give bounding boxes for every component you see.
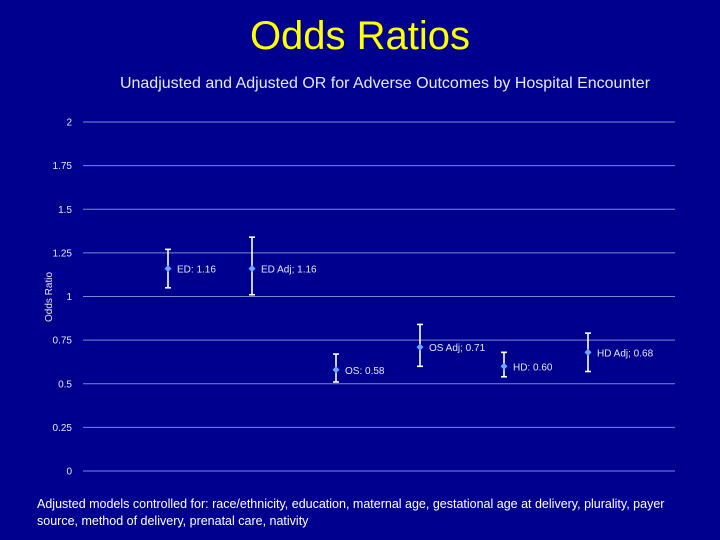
data-label: HD: 0.60	[513, 362, 553, 373]
y-tick-label: 2	[66, 118, 72, 129]
chart-title: Unadjusted and Adjusted OR for Adverse O…	[119, 75, 651, 92]
data-label: ED: 1.16	[177, 265, 216, 276]
data-point	[164, 265, 172, 273]
slide-title: Odds Ratios	[249, 14, 471, 58]
y-tick-label: 1.5	[58, 205, 72, 216]
data-point	[500, 362, 508, 370]
data-label: OS: 0.58	[345, 366, 385, 377]
y-tick-label: 1.25	[53, 248, 73, 259]
error-bars	[165, 236, 591, 383]
y-axis-ticks: 0 0.25 0.5 0.75 1 1.25 1.5 1.75 2	[53, 118, 73, 478]
y-tick-label: 0.25	[53, 423, 73, 434]
data-point	[332, 366, 340, 374]
data-label: HD Adj; 0.68	[597, 348, 654, 359]
y-tick-label: 0.75	[53, 336, 73, 347]
footnote: Adjusted models controlled for: race/eth…	[37, 497, 665, 528]
y-tick-label: 0	[66, 467, 72, 478]
y-tick-label: 1.75	[53, 161, 73, 172]
data-label: OS Adj; 0.71	[429, 343, 486, 354]
data-point	[416, 343, 424, 351]
y-tick-label: 1	[66, 292, 72, 303]
gridlines	[83, 121, 675, 472]
data-label: ED Adj; 1.16	[261, 265, 317, 276]
y-axis-label: Odds Ratio	[44, 272, 55, 322]
data-labels: ED: 1.16 ED Adj; 1.16 OS: 0.58 OS Adj; 0.71…	[177, 265, 654, 377]
data-point	[248, 265, 256, 273]
data-point	[584, 348, 592, 356]
y-tick-label: 0.5	[58, 379, 72, 390]
data-points	[164, 265, 592, 374]
